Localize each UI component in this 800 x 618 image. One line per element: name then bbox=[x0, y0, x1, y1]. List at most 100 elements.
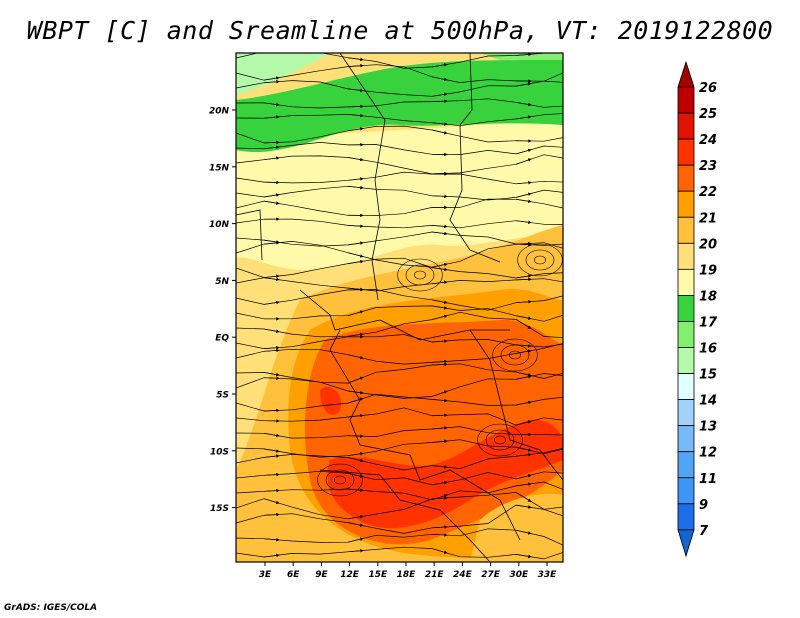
lon-label: 6E bbox=[287, 570, 300, 580]
colorbar-label: 18 bbox=[699, 289, 717, 304]
colorbar-segment bbox=[677, 451, 695, 479]
streamline-arrow bbox=[347, 177, 364, 181]
streamline-arrow bbox=[263, 512, 280, 517]
streamline-arrow bbox=[515, 315, 532, 320]
streamline bbox=[236, 241, 563, 268]
streamline-eddy bbox=[492, 338, 538, 372]
streamline-arrow bbox=[347, 515, 364, 520]
colorbar-label: 17 bbox=[699, 315, 718, 330]
streamline-arrow bbox=[515, 102, 532, 107]
colorbar-segment bbox=[677, 242, 695, 270]
streamline-arrow bbox=[263, 328, 280, 333]
colorbar-segment bbox=[677, 190, 695, 218]
streamline-arrow bbox=[347, 522, 364, 527]
colorbar-segment bbox=[677, 112, 695, 140]
streamline-arrow bbox=[263, 274, 280, 278]
streamline-eddy bbox=[494, 435, 506, 445]
streamline-arrow bbox=[431, 280, 448, 285]
lat-label: 5S bbox=[216, 391, 229, 401]
streamline bbox=[236, 373, 563, 399]
streamline-arrow bbox=[263, 102, 280, 107]
streamline-arrow bbox=[263, 498, 280, 505]
streamline-arrow bbox=[347, 376, 364, 384]
colorbar-label: 16 bbox=[699, 342, 717, 357]
streamline-arrow bbox=[431, 267, 448, 272]
colorbar-segment bbox=[677, 477, 695, 505]
colorbar-label: 25 bbox=[699, 107, 717, 122]
streamline-arrow bbox=[263, 454, 280, 458]
streamline-arrow bbox=[347, 472, 364, 478]
streamlines bbox=[236, 51, 563, 560]
streamline-arrow bbox=[515, 482, 532, 487]
streamline-arrow bbox=[431, 426, 448, 430]
colorbar-label: 7 bbox=[699, 524, 709, 539]
streamline-eddy bbox=[509, 350, 521, 360]
lat-label: 15N bbox=[209, 163, 230, 173]
streamline-arrow bbox=[347, 537, 364, 543]
streamline-eddy bbox=[534, 255, 546, 265]
zone-16-top bbox=[236, 53, 330, 95]
streamline-arrow bbox=[515, 400, 532, 406]
streamline-arrow bbox=[515, 371, 532, 377]
streamline-arrow bbox=[515, 198, 532, 203]
lon-label: 12E bbox=[340, 570, 360, 580]
streamline bbox=[236, 363, 563, 384]
colorbar-segment bbox=[677, 399, 695, 427]
streamline-arrow bbox=[515, 375, 532, 380]
zone-18-19 bbox=[236, 120, 563, 270]
streamline-arrow bbox=[263, 115, 280, 119]
streamline-arrow bbox=[431, 496, 448, 500]
lon-label: 24E bbox=[453, 570, 473, 580]
streamline bbox=[236, 528, 563, 546]
streamline-arrow bbox=[431, 480, 448, 486]
streamline-arrow bbox=[263, 553, 280, 558]
streamline-arrow bbox=[431, 231, 448, 236]
streamline-eddy bbox=[397, 258, 443, 292]
streamline-arrow bbox=[515, 192, 532, 198]
streamline-arrow bbox=[347, 310, 364, 317]
streamline-arrow bbox=[263, 80, 280, 84]
streamline-eddy bbox=[485, 429, 515, 451]
streamline-arrow bbox=[431, 194, 448, 199]
lon-label: 9E bbox=[315, 570, 328, 580]
streamline-arrow bbox=[263, 241, 280, 245]
streamline-arrow bbox=[515, 452, 532, 457]
streamline bbox=[236, 492, 563, 520]
lat-label: 10S bbox=[210, 447, 229, 457]
streamline bbox=[236, 305, 563, 322]
streamline-arrow bbox=[264, 51, 278, 52]
streamline-arrow bbox=[263, 537, 280, 542]
zone-23-24-b bbox=[320, 386, 341, 415]
streamline-arrow bbox=[431, 398, 448, 403]
streamline bbox=[236, 481, 563, 501]
streamline bbox=[236, 142, 563, 155]
streamline-arrow bbox=[515, 158, 532, 165]
lon-label: 33E bbox=[538, 570, 558, 580]
streamline-arrow bbox=[263, 372, 280, 377]
lat-label: EQ bbox=[215, 334, 229, 344]
colorbar-segment bbox=[677, 321, 695, 348]
streamline-arrow bbox=[347, 88, 364, 93]
streamline-arrow bbox=[515, 319, 532, 329]
streamline-arrow bbox=[347, 127, 364, 132]
streamline-arrow bbox=[263, 472, 280, 477]
lat-label: 20N bbox=[209, 107, 230, 117]
colorbar-label: 14 bbox=[699, 394, 717, 409]
colorbar-label: 9 bbox=[699, 498, 708, 513]
streamline-arrow bbox=[263, 239, 280, 244]
streamline-arrow bbox=[347, 488, 364, 492]
streamline-arrow bbox=[347, 287, 364, 292]
colorbar-label: 15 bbox=[699, 368, 717, 383]
streamline bbox=[236, 277, 563, 292]
streamline bbox=[236, 125, 563, 144]
colorbar-bottom-arrow bbox=[677, 529, 695, 558]
streamline-arrow bbox=[515, 474, 532, 480]
streamline-arrow bbox=[263, 140, 280, 145]
streamline-arrow bbox=[431, 362, 448, 367]
streamline-arrow bbox=[347, 185, 364, 190]
colorbar-segment bbox=[677, 503, 695, 531]
streamline-arrow bbox=[431, 413, 448, 417]
streamline-arrow bbox=[347, 549, 364, 553]
streamline-arrow bbox=[347, 157, 364, 162]
streamline-eddy bbox=[334, 475, 346, 485]
